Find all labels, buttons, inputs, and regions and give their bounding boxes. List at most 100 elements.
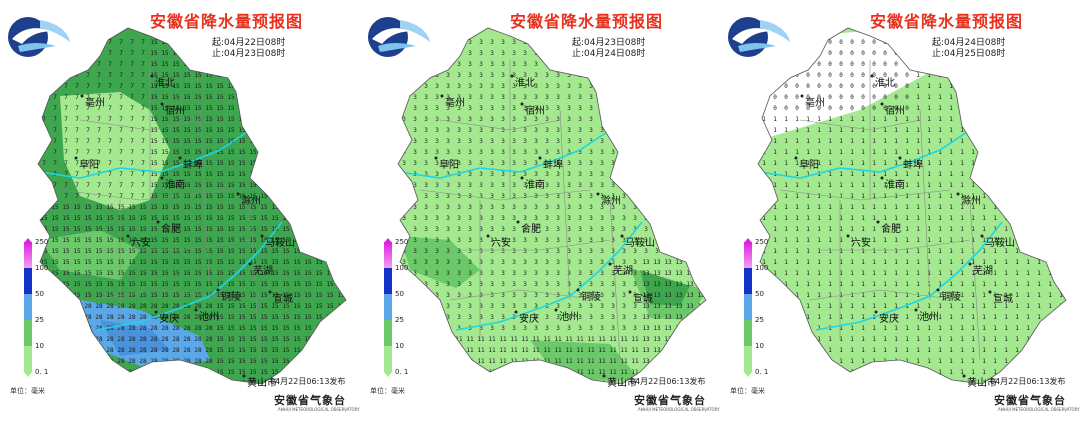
grid-value: 3: [490, 171, 494, 178]
grid-value: 3: [556, 292, 560, 299]
grid-value: 3: [589, 182, 593, 189]
grid-value: 1: [1048, 215, 1052, 222]
grid-value: 1: [1059, 193, 1063, 200]
grid-value: 1: [905, 292, 909, 299]
grid-value: 1: [1015, 259, 1019, 266]
grid-value: 0: [839, 61, 843, 68]
grid-value: 28: [205, 380, 213, 387]
grid-value: 28: [172, 369, 180, 376]
grid-value: 7: [108, 149, 112, 156]
grid-value: 11: [609, 358, 617, 365]
grid-value: 3: [688, 226, 692, 233]
grid-value: 0: [795, 105, 799, 112]
grid-value: 3: [622, 39, 626, 46]
grid-value: 1: [1037, 259, 1041, 266]
grid-value: 15: [260, 314, 268, 321]
grid-value: 1: [960, 72, 964, 79]
grid-value: 1: [784, 358, 788, 365]
city-marker: [486, 234, 490, 238]
grid-value: 3: [600, 226, 604, 233]
grid-value: 1: [850, 259, 854, 266]
grid-value: 15: [271, 50, 279, 57]
grid-value: 1: [806, 336, 810, 343]
grid-value: 3: [457, 72, 461, 79]
grid-value: 15: [84, 270, 92, 277]
grid-value: 3: [534, 105, 538, 112]
grid-value: 3: [457, 138, 461, 145]
grid-value: 15: [271, 149, 279, 156]
grid-value: 15: [315, 94, 323, 101]
grid-value: 3: [534, 72, 538, 79]
grid-value: 15: [326, 61, 334, 68]
grid-value: 1: [839, 314, 843, 321]
grid-value: 1: [938, 237, 942, 244]
legend-swatch: [384, 268, 392, 294]
grid-value: 0: [773, 72, 777, 79]
grid-value: 15: [326, 193, 334, 200]
grid-value: 1: [1048, 61, 1052, 68]
grid-value: 1: [795, 380, 799, 387]
city-marker: [178, 156, 182, 160]
grid-value: 3: [413, 215, 417, 222]
grid-value: 15: [304, 160, 312, 167]
grid-value: 15: [150, 105, 158, 112]
grid-value: 1: [916, 61, 920, 68]
grid-value: 1: [993, 292, 997, 299]
grid-value: 3: [633, 292, 637, 299]
grid-value: 3: [666, 61, 670, 68]
grid-value: 7: [119, 72, 123, 79]
city-label: 黄山市: [967, 376, 997, 389]
grid-value: 1: [1059, 149, 1063, 156]
grid-value: 28: [84, 303, 92, 310]
grid-value: 3: [446, 193, 450, 200]
city-label: 阜阳: [799, 158, 819, 171]
grid-value: 1: [872, 281, 876, 288]
grid-value: 13: [642, 325, 650, 332]
grid-value: 1: [1048, 358, 1052, 365]
grid-value: 3: [413, 237, 417, 244]
grid-value: 0: [894, 105, 898, 112]
grid-value: 11: [466, 380, 474, 387]
grid-value: 3: [655, 39, 659, 46]
grid-value: 15: [216, 138, 224, 145]
grid-value: 7: [141, 160, 145, 167]
grid-value: 3: [578, 61, 582, 68]
grid-value: 1: [784, 116, 788, 123]
grid-value: 11: [411, 380, 419, 387]
grid-value: 3: [589, 39, 593, 46]
grid-value: 28: [95, 314, 103, 321]
grid-value: 15: [161, 105, 169, 112]
grid-value: 1: [938, 292, 942, 299]
grid-value: 3: [424, 182, 428, 189]
grid-value: 1: [949, 369, 953, 376]
grid-value: 3: [446, 314, 450, 321]
grid-value: 15: [205, 61, 213, 68]
grid-value: 0: [795, 61, 799, 68]
grid-value: 13: [642, 292, 650, 299]
grid-value: 3: [457, 61, 461, 68]
grid-value: 1: [762, 127, 766, 134]
grid-value: 28: [183, 314, 191, 321]
grid-value: 3: [633, 314, 637, 321]
grid-value: 7: [86, 39, 90, 46]
grid-value: 3: [490, 204, 494, 211]
grid-value: 15: [271, 105, 279, 112]
grid-value: 3: [490, 83, 494, 90]
legend-swatch: [384, 242, 392, 268]
grid-value: 3: [457, 160, 461, 167]
grid-value: 1: [883, 281, 887, 288]
grid-value: 0: [806, 50, 810, 57]
grid-value: 1: [1037, 248, 1041, 255]
grid-value: 1: [916, 83, 920, 90]
grid-value: 15: [293, 83, 301, 90]
grid-value: 3: [578, 292, 582, 299]
grid-value: 1: [905, 259, 909, 266]
grid-value: 1: [850, 215, 854, 222]
grid-value: 15: [315, 105, 323, 112]
grid-value: 13: [686, 336, 694, 343]
grid-value: 13: [653, 259, 661, 266]
grid-value: 15: [315, 369, 323, 376]
grid-value: 3: [666, 72, 670, 79]
grid-value: 7: [75, 50, 79, 57]
grid-value: 0: [872, 61, 876, 68]
